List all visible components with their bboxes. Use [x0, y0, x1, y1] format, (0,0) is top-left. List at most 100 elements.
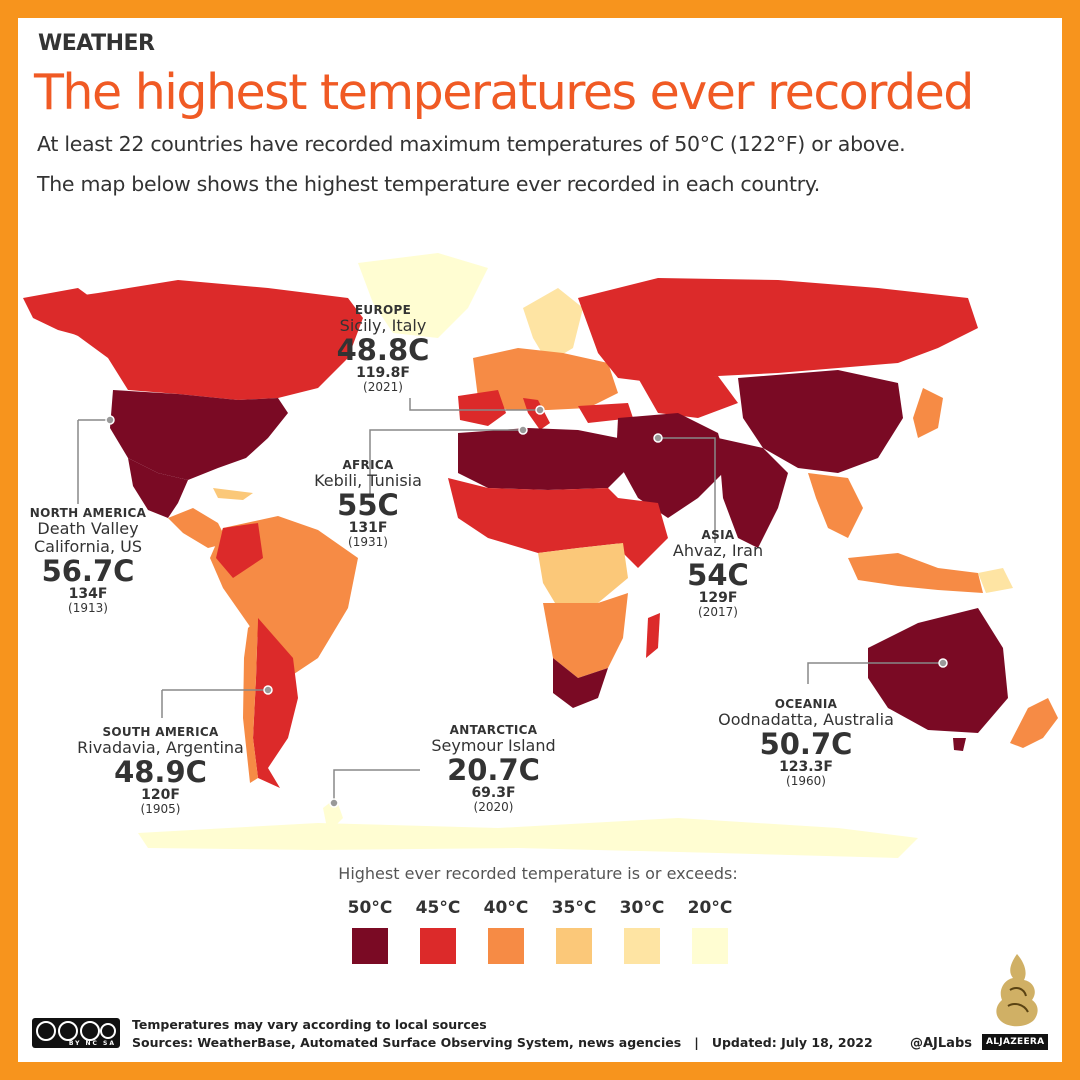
legend-item-50: 50°C: [336, 898, 404, 964]
callout-region: SOUTH AMERICA: [102, 725, 219, 739]
legend-item-40: 40°C: [472, 898, 540, 964]
legend-label: 35°C: [551, 898, 597, 918]
legend-item-20: 20°C: [676, 898, 744, 964]
social-handle: @AJLabs: [910, 1036, 972, 1051]
usa-shape: [110, 390, 288, 480]
footer-note: Temperatures may vary according to local…: [132, 1017, 487, 1032]
new-zealand-shape: [1010, 698, 1058, 748]
southern-africa-shape: [543, 593, 628, 678]
subtitle-line-1: At least 22 countries have recorded maxi…: [37, 132, 906, 156]
callout-place-line-2: California, US: [33, 537, 142, 557]
japan-shape: [913, 388, 943, 438]
tasmania-shape: [953, 738, 966, 751]
central-america-shape: [168, 508, 228, 548]
callout-temp-c: 54C: [687, 558, 749, 593]
infographic-card: WEATHER The highest temperatures ever re…: [18, 18, 1062, 1062]
alaska-shape: [23, 288, 108, 338]
callout-year: (2017): [698, 605, 738, 620]
callout-location-dots: [105, 405, 948, 808]
legend-swatch: [556, 928, 592, 964]
scandinavia-shape: [523, 288, 583, 363]
italy-shape: [523, 398, 550, 430]
legend-item-35: 35°C: [540, 898, 608, 964]
callout-region: AFRICA: [342, 458, 394, 472]
china-shape: [738, 370, 903, 473]
callout-temp-c: 20.7C: [447, 753, 540, 788]
legend-swatch: [692, 928, 728, 964]
india-shape: [718, 438, 788, 548]
callout-temp-c: 48.8C: [336, 333, 430, 368]
world-map: [23, 253, 1058, 858]
europe-central-shape: [473, 348, 618, 410]
legend-swatch: [488, 928, 524, 964]
middle-east-shape: [616, 413, 728, 518]
callout-antarctica: ANTARCTICA Seymour Island 20.7C 69.3F (2…: [416, 723, 571, 815]
callout-temp-f: 134F: [68, 585, 108, 602]
cc-sa-icon: [100, 1023, 116, 1039]
canada-shape: [28, 280, 363, 400]
callout-temp-f: 119.8F: [356, 364, 410, 381]
callout-year: (1905): [140, 802, 181, 817]
cc-circle-icon: [36, 1021, 56, 1041]
legend-swatch: [624, 928, 660, 964]
antarctica-shape: [138, 818, 918, 858]
legend-label: 45°C: [415, 898, 461, 918]
legend-label: 40°C: [483, 898, 529, 918]
callout-asia: ASIA Ahvaz, Iran 54C 129F (2017): [648, 528, 788, 620]
callout-place: Rivadavia, Argentina: [77, 738, 244, 758]
callout-year: (2020): [473, 800, 514, 815]
subtitle-line-2: The map below shows the highest temperat…: [37, 172, 820, 196]
callout-europe: EUROPE Sicily, Italy 48.8C 119.8F (2021): [313, 303, 453, 395]
legend-item-45: 45°C: [404, 898, 472, 964]
madagascar-shape: [646, 613, 660, 658]
callout-year: (1960): [786, 774, 826, 789]
callout-region: ANTARCTICA: [449, 723, 538, 737]
greenland-shape: [358, 253, 488, 338]
west-africa-shape: [448, 478, 638, 553]
callout-place: Sicily, Italy: [339, 316, 427, 336]
callout-year: (2021): [363, 380, 403, 395]
iberia-shape: [458, 390, 506, 426]
legend-swatch: [420, 928, 456, 964]
cc-license-text: BY NC SA: [68, 1040, 116, 1047]
south-africa-shape: [553, 658, 608, 708]
callout-temp-c: 50.7C: [759, 727, 853, 762]
mexico-shape: [128, 458, 188, 518]
callout-place: Oodnadatta, Australia: [718, 710, 894, 730]
kazakhstan-shape: [638, 376, 738, 418]
callout-place: Ahvaz, Iran: [672, 541, 764, 561]
indonesia-shape: [848, 553, 983, 593]
brand-wordmark: ALJAZEERA: [982, 1034, 1049, 1050]
footer-sources: Sources: WeatherBase, Automated Surface …: [132, 1035, 873, 1050]
callout-region: EUROPE: [354, 303, 412, 317]
aljazeera-logo-icon: [996, 954, 1038, 1027]
callout-place: Kebili, Tunisia: [314, 471, 422, 491]
page-title: The highest temperatures ever recorded: [34, 64, 974, 121]
callout-temp-f: 129F: [698, 589, 738, 606]
caribbean-shape: [213, 488, 253, 500]
callout-oceania: OCEANIA Oodnadatta, Australia 50.7C 123.…: [706, 697, 906, 789]
callout-place: Death Valley: [37, 519, 139, 539]
central-africa-shape: [538, 543, 628, 608]
callout-temp-f: 69.3F: [471, 784, 516, 801]
png-shape: [978, 568, 1013, 593]
legend-label: 20°C: [687, 898, 733, 918]
callout-region: OCEANIA: [774, 697, 838, 711]
callout-year: (1913): [68, 601, 108, 616]
callout-temp-c: 55C: [337, 488, 399, 523]
callout-region: ASIA: [701, 528, 735, 542]
callout-south-america: SOUTH AMERICA Rivadavia, Argentina 48.9C…: [68, 725, 253, 817]
russia-shape: [578, 278, 978, 383]
legend-swatch: [352, 928, 388, 964]
antarctic-peninsula-shape: [323, 798, 343, 833]
cc-by-icon: [58, 1021, 78, 1041]
creative-commons-icon: BY NC SA: [32, 1018, 120, 1048]
section-kicker: WEATHER: [38, 31, 155, 56]
colombia-shape: [216, 523, 263, 578]
southeast-asia-shape: [808, 473, 863, 538]
callout-north-america: NORTH AMERICA Death Valley California, U…: [18, 506, 158, 616]
australia-shape: [868, 608, 1008, 733]
callout-temp-c: 56.7C: [41, 554, 135, 589]
callout-leader-lines: [77, 398, 943, 803]
chile-shape: [243, 618, 258, 783]
